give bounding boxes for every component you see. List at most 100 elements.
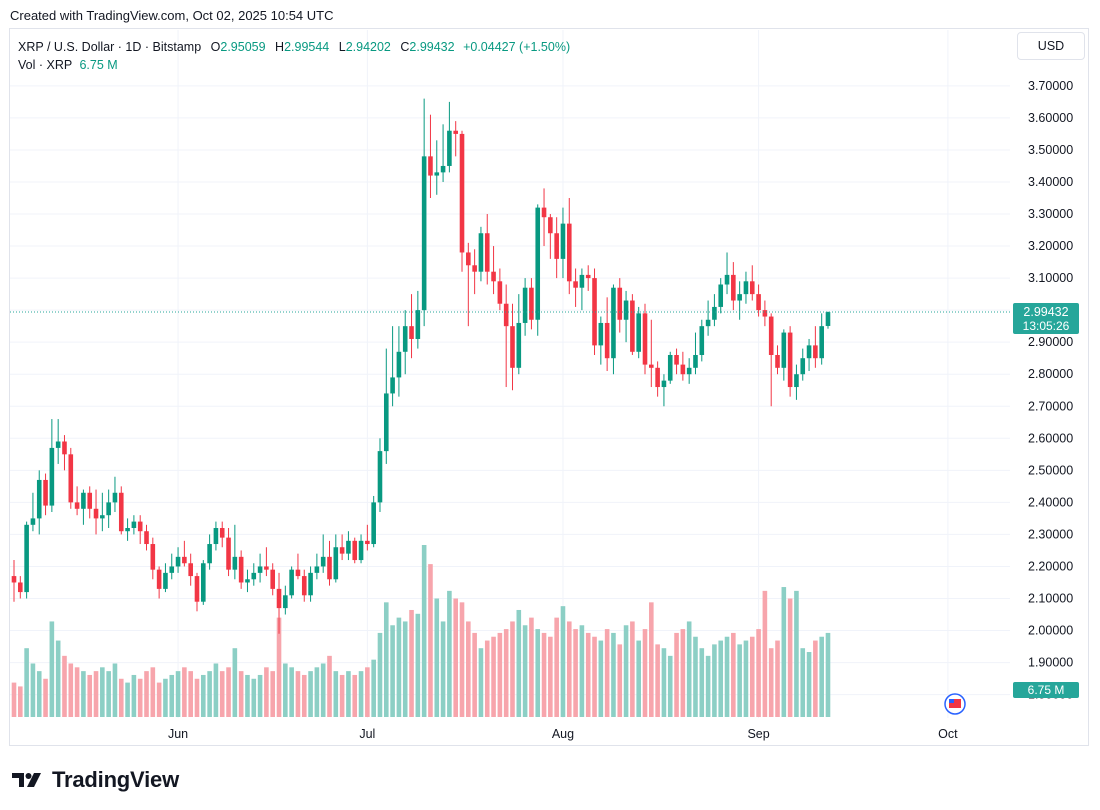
volume-bar [604,629,610,717]
candle-body [62,441,67,455]
volume-bar [346,671,351,717]
candle-body [630,300,635,352]
candle-body [800,358,806,375]
candle-body [762,310,768,317]
last-price-badge [1013,302,1079,334]
time-tick-label: Sep [747,727,769,741]
candle-body [421,156,427,311]
volume-bar [459,602,465,717]
candle-body [478,233,484,272]
candle-body [402,326,408,352]
candle-body [327,556,332,580]
volume-bar [743,640,749,717]
candle-body [131,521,137,529]
candle-body [516,322,522,368]
candle-body [768,316,774,355]
candle-body [661,380,667,388]
volume-bar [415,613,421,717]
volume-bar [813,640,818,717]
volume-bar [251,678,257,717]
candle-body [794,374,799,388]
volume-bar [573,629,578,717]
change-value: +0.04427 (+1.50%) [463,40,571,54]
tradingview-logo-icon [12,773,41,787]
candle-body [440,165,446,173]
volume-bar [434,598,440,717]
candle-body [705,319,711,327]
volume-bar [491,636,496,717]
candle-body [371,502,376,545]
volume-bar [497,632,503,717]
price-tick-label: 2.80000 [1028,367,1073,381]
volume-bar [554,617,559,717]
candle-body [819,326,824,359]
volume-bar [100,667,105,717]
volume-bar [579,625,585,717]
volume-bar [731,632,736,717]
volume-bar [705,655,711,717]
candle-body [232,556,238,570]
volume-bar [661,648,667,717]
symbol-title[interactable]: XRP / U.S. Dollar · 1D · Bitstamp [18,40,202,54]
candle-body [604,322,610,359]
volume-bar [421,545,427,717]
candle-body [686,367,692,375]
volume-bar [352,674,358,717]
volume-bar [453,598,458,717]
volume-bar [49,621,55,717]
candle-body [699,326,705,355]
time-tick-label: Jul [359,727,375,741]
candle-body [484,233,490,272]
time-tick-label: Oct [938,727,958,741]
volume-bar [819,636,824,717]
volume-bar [207,671,212,717]
volume-bar [36,671,42,717]
volume-bar [762,590,768,717]
candle-body [598,322,604,346]
currency-button[interactable]: USD [1017,32,1085,60]
volume-bar [314,667,320,717]
volume-bar [428,564,433,717]
close-label: C [400,40,410,54]
volume-bar [238,671,244,717]
volume-bar [18,686,23,717]
candle-body [24,524,29,593]
tradingview-logo: TradingView [12,767,179,793]
candle-body [245,579,250,583]
candle-body [201,563,206,602]
candle-body [749,281,755,295]
candle-body [409,326,414,339]
candle-body [497,281,503,304]
candle-body [667,354,673,381]
candle-body [434,172,440,176]
volume-bar [68,663,74,717]
candle-body [731,274,736,301]
volume-bar [592,636,597,717]
volume-bar [636,640,641,717]
price-tick-label: 2.30000 [1028,527,1073,541]
volume-bar [598,640,604,717]
candle-body [11,576,17,583]
volume-bar [503,629,509,717]
candle-body [93,508,99,519]
chart-pane[interactable] [9,28,1089,746]
volume-bar [131,674,137,717]
candle-body [30,518,36,525]
volume-bar [667,655,673,717]
candle-body [125,528,130,532]
volume-bar [516,609,522,717]
price-tick-label: 2.90000 [1028,335,1073,349]
volume-bar [674,632,679,717]
candle-body [775,354,780,368]
volume-label[interactable]: Vol · XRP [18,58,72,72]
candle-body [592,278,597,346]
candle-body [68,454,74,503]
candle-body [566,223,572,282]
candle-body [781,332,787,368]
volume-bar [257,674,263,717]
candle-body [573,281,578,288]
volume-bar [295,671,301,717]
volume-bar [781,587,787,717]
candle-body [674,354,679,365]
